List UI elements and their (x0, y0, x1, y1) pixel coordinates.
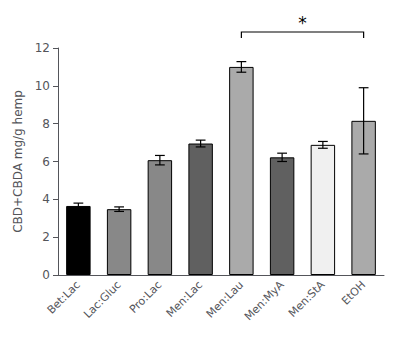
svg-text:2: 2 (42, 230, 50, 244)
svg-text:Men:Lac: Men:Lac (164, 278, 206, 320)
svg-text:10: 10 (35, 79, 50, 93)
svg-text:Men:MyA: Men:MyA (242, 278, 287, 323)
svg-text:Pro:Lac: Pro:Lac (127, 278, 164, 315)
svg-text:Men:StA: Men:StA (286, 278, 328, 320)
svg-text:Bet:Lac: Bet:Lac (45, 278, 83, 316)
svg-text:12: 12 (35, 41, 50, 55)
svg-text:4: 4 (42, 192, 50, 206)
svg-text:6: 6 (42, 155, 50, 169)
svg-text:Lac:Gluc: Lac:Gluc (81, 278, 124, 321)
svg-text:*: * (298, 13, 307, 33)
svg-text:EtOH: EtOH (339, 278, 368, 307)
svg-text:CBD+CBDA mg/g hemp: CBD+CBDA mg/g hemp (11, 90, 25, 233)
svg-text:Men:Lau: Men:Lau (204, 278, 246, 320)
svg-text:0: 0 (42, 268, 50, 282)
svg-text:8: 8 (42, 117, 50, 131)
